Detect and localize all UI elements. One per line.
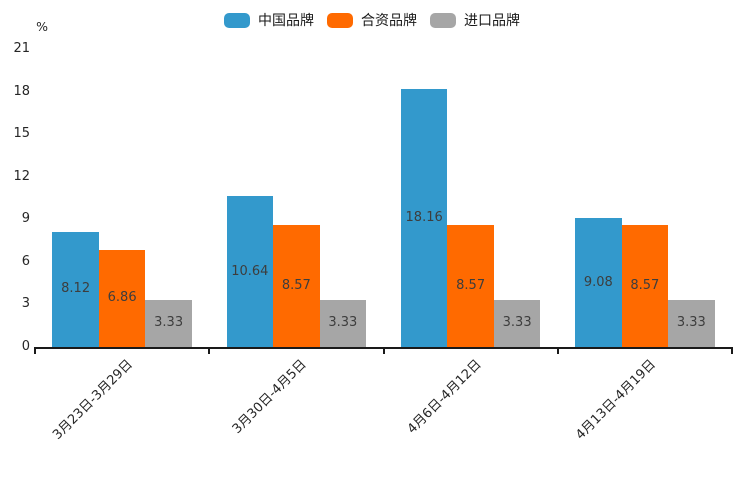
bar-value-label: 3.33 — [328, 315, 358, 331]
bar-中国品牌-2 — [400, 89, 448, 347]
bar-value-label: 3.33 — [154, 315, 184, 331]
bar-value-label: 9.08 — [583, 274, 613, 290]
bar-value-label: 18.16 — [405, 210, 443, 226]
bar-value-label: 8.57 — [281, 278, 311, 294]
bar-value-label: 8.12 — [61, 281, 91, 297]
bar-中国品牌-0 — [52, 231, 99, 347]
bar-合资品牌-1 — [273, 225, 320, 347]
legend-label: 合资品牌 — [361, 13, 417, 29]
bar-进口品牌-0 — [145, 299, 192, 347]
x-tick-mark — [208, 349, 211, 354]
bar-合资品牌-0 — [98, 249, 146, 347]
x-category-label: 3月30日-4月5日 — [230, 357, 310, 437]
x-tick-mark — [382, 349, 385, 354]
y-axis-unit-label: % — [36, 19, 48, 34]
y-tick-label: 18 — [13, 83, 30, 99]
x-category-label: 4月13日-4月19日 — [572, 357, 659, 443]
legend-item-1: 合资品牌 — [327, 10, 417, 30]
bar-value-label: 8.57 — [630, 278, 660, 294]
bar-合资品牌-3 — [621, 225, 669, 347]
bar-合资品牌-2 — [447, 225, 494, 347]
bar-value-label: 8.57 — [456, 278, 486, 294]
y-tick-label: 12 — [13, 168, 30, 184]
y-tick-label: 21 — [13, 41, 30, 56]
legend-marker-icon — [327, 12, 353, 28]
bar-进口品牌-2 — [493, 299, 541, 347]
legend-marker-icon — [224, 12, 250, 28]
bar-value-label: 3.33 — [676, 315, 706, 331]
y-tick-label: 15 — [13, 126, 30, 142]
x-tick-mark — [34, 349, 36, 354]
plot-area: 8.12 6.86 3.33 10.64 8.57 3.33 18.16 8.57 3.33 9.… — [35, 49, 732, 347]
bar-value-label: 10.64 — [231, 263, 269, 279]
legend: 中国品牌 合资品牌 进口品牌 — [224, 10, 520, 30]
x-tick-mark — [556, 349, 559, 354]
y-tick-label: 0 — [21, 339, 30, 354]
x-axis-line — [34, 347, 733, 349]
legend-label: 进口品牌 — [464, 13, 520, 29]
bar-进口品牌-1 — [319, 299, 367, 347]
bar-中国品牌-1 — [226, 196, 274, 347]
bar-value-label: 6.86 — [107, 290, 137, 306]
bar-中国品牌-3 — [575, 218, 622, 347]
legend-marker-icon — [430, 12, 456, 28]
x-category-label: 3月23日-3月29日 — [49, 357, 136, 443]
y-tick-label: 6 — [21, 253, 30, 269]
y-tick-label: 9 — [21, 211, 30, 227]
y-tick-label: 3 — [21, 296, 30, 312]
legend-item-0: 中国品牌 — [224, 10, 314, 30]
legend-item-2: 进口品牌 — [430, 10, 520, 30]
bar-进口品牌-3 — [668, 299, 715, 347]
legend-label: 中国品牌 — [258, 13, 314, 29]
x-tick-mark — [731, 349, 733, 354]
bar-value-label: 3.33 — [502, 315, 532, 331]
x-category-label: 4月6日-4月12日 — [404, 357, 485, 437]
